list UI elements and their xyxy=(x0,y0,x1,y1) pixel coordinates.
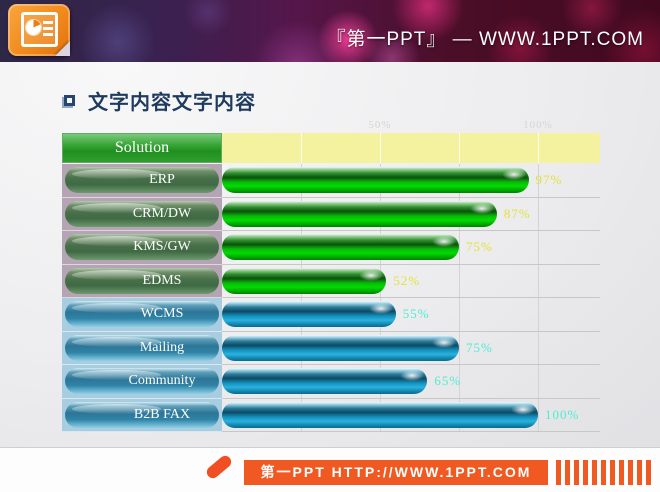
plot-cell: 100% xyxy=(222,398,600,432)
square-bullet-icon xyxy=(64,95,75,106)
bar-chart: 50% 100% Solution ERP 97% CRM/DW 87% KMS/GW 7… xyxy=(62,119,600,432)
plot-cell: 87% xyxy=(222,197,600,231)
plot-cell: 97% xyxy=(222,164,600,198)
barcode-icon xyxy=(556,460,651,485)
slide-body: 文字内容文字内容 50% 100% Solution ERP 97% CRM/DW 8… xyxy=(0,62,660,447)
value-label: 75% xyxy=(466,239,493,255)
axis-tick-100: 100% xyxy=(523,119,553,131)
plot-cell: 65% xyxy=(222,365,600,399)
plot-cell: 55% xyxy=(222,298,600,332)
slide-title-row: 文字内容文字内容 xyxy=(64,86,256,115)
value-bar xyxy=(222,167,529,193)
category-label: WCMS xyxy=(65,301,219,327)
category-label: Community xyxy=(65,368,219,394)
plot-cell: 52% xyxy=(222,264,600,298)
category-label: B2B FAX xyxy=(65,401,219,428)
category-label: CRM/DW xyxy=(65,200,219,227)
x-axis: 50% 100% xyxy=(62,119,600,133)
chart-header-band xyxy=(222,133,600,163)
chart-header-solution: Solution xyxy=(62,133,222,163)
value-bar xyxy=(222,234,459,260)
chart-row: WCMS 55% xyxy=(62,298,600,332)
value-label: 52% xyxy=(393,272,421,288)
value-bar xyxy=(222,401,538,428)
category-cell: CRM/DW xyxy=(62,197,222,231)
category-cell: ERP xyxy=(62,164,222,198)
document-icon xyxy=(21,12,58,47)
axis-tick-50: 50% xyxy=(368,119,392,131)
plot-cell: 75% xyxy=(222,231,600,265)
pie-chart-icon xyxy=(26,20,41,35)
chart-row: Mailing 75% xyxy=(62,331,600,365)
value-label: 75% xyxy=(466,339,493,355)
chart-row: CRM/DW 87% xyxy=(62,197,600,231)
paperclip-icon xyxy=(204,453,234,481)
category-cell: KMS/GW xyxy=(62,231,222,265)
category-label: EDMS xyxy=(65,267,219,294)
slide-title: 文字内容文字内容 xyxy=(88,92,256,114)
powerpoint-logo-icon xyxy=(8,4,70,56)
value-label: 87% xyxy=(503,205,531,221)
chart-row: Community 65% xyxy=(62,365,600,399)
chart-row: B2B FAX 100% xyxy=(62,398,600,432)
value-bar xyxy=(222,368,428,394)
page-fold-icon xyxy=(55,41,70,56)
value-label: 55% xyxy=(402,306,430,322)
chart-header: Solution xyxy=(62,133,600,163)
chart-row: ERP 97% xyxy=(62,164,600,198)
category-label: KMS/GW xyxy=(65,234,219,260)
value-label: 100% xyxy=(545,406,580,422)
chart-row: KMS/GW 75% xyxy=(62,231,600,265)
category-cell: Community xyxy=(62,365,222,399)
value-bar xyxy=(222,267,387,294)
value-label: 97% xyxy=(535,172,563,188)
category-label: Mailing xyxy=(65,334,219,361)
site-brand-text: 『第一PPT』 — WWW.1PPT.COM xyxy=(326,29,644,50)
top-banner: 『第一PPT』 — WWW.1PPT.COM xyxy=(0,0,660,62)
value-bar xyxy=(222,200,497,227)
chart-row: EDMS 52% xyxy=(62,264,600,298)
category-cell: WCMS xyxy=(62,298,222,332)
category-cell: B2B FAX xyxy=(62,398,222,432)
value-label: 65% xyxy=(434,373,462,389)
footer-site-link[interactable]: 第一PPT HTTP://WWW.1PPT.COM xyxy=(244,460,548,485)
chart-rows: ERP 97% CRM/DW 87% KMS/GW 75% EDMS 52% WCMS 55% Ma… xyxy=(62,164,600,432)
category-label: ERP xyxy=(65,167,219,193)
category-cell: EDMS xyxy=(62,264,222,298)
value-bar xyxy=(222,334,459,361)
plot-cell: 75% xyxy=(222,331,600,365)
footer-bar: 第一PPT HTTP://WWW.1PPT.COM xyxy=(0,447,660,492)
value-bar xyxy=(222,301,396,327)
category-cell: Mailing xyxy=(62,331,222,365)
